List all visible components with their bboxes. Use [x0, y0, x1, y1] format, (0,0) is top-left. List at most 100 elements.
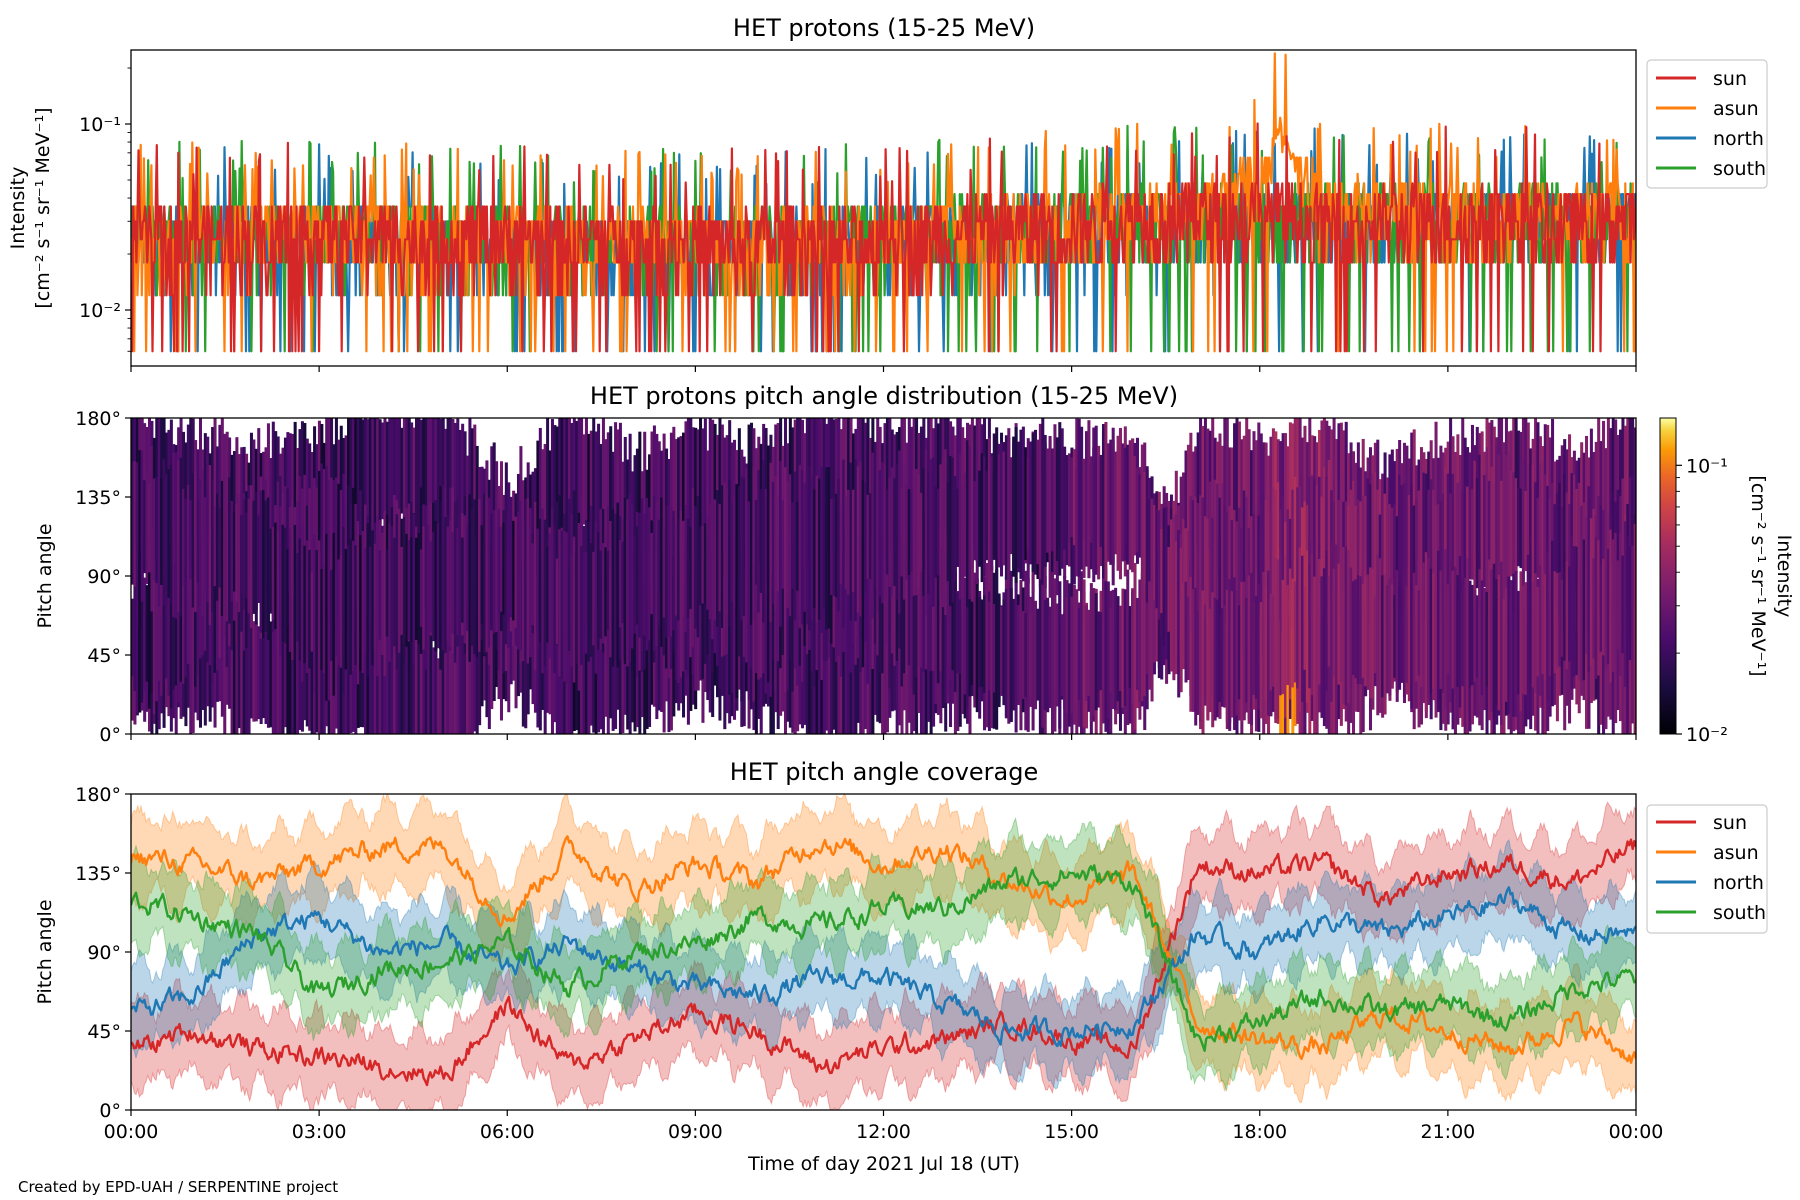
heatmap-cell — [1354, 505, 1358, 594]
heatmap-cell — [1390, 507, 1394, 607]
heatmap-cell — [575, 420, 579, 528]
heatmap-cell — [1157, 510, 1161, 620]
heatmap-cell — [1344, 421, 1348, 580]
heatmap-cell — [786, 533, 790, 691]
heatmap-cell — [463, 431, 467, 553]
heatmap-cell — [1072, 449, 1076, 546]
heatmap-cell — [1036, 609, 1040, 701]
heatmap-cell — [919, 492, 923, 572]
heatmap-cell — [1017, 441, 1021, 568]
heatmap-cell — [628, 494, 632, 663]
heatmap-cell — [1410, 485, 1414, 618]
heatmap-cell — [966, 565, 970, 709]
heatmap-cell — [978, 596, 982, 688]
heatmap-cell — [1293, 581, 1297, 683]
heatmap-cell — [1034, 429, 1038, 575]
heatmap-cell — [1165, 506, 1169, 660]
heatmap-cell — [1415, 498, 1419, 602]
heatmap-cell — [254, 622, 258, 722]
heatmap-cell — [614, 614, 618, 729]
heatmap-cell — [898, 450, 902, 614]
heatmap-cell — [177, 460, 181, 612]
heatmap-cell — [1570, 536, 1574, 690]
heatmap-cell — [1349, 489, 1353, 608]
heatmap-cell — [844, 418, 848, 526]
heatmap-cell — [1383, 574, 1387, 700]
panel1-legend-box — [1646, 59, 1768, 189]
heatmap-cell — [1313, 576, 1317, 671]
heatmap-cell — [308, 488, 312, 600]
x-tick-label: 21:00 — [1420, 1121, 1475, 1143]
heatmap-cell — [1288, 568, 1292, 700]
heatmap-cell — [759, 489, 763, 594]
heatmap-cell — [1043, 434, 1047, 567]
heatmap-cell — [689, 527, 693, 610]
heatmap-cell — [1046, 448, 1050, 553]
heatmap-cell — [604, 634, 608, 717]
heatmap-cell — [257, 516, 261, 603]
heatmap-cell — [279, 615, 283, 734]
heatmap-cell — [432, 418, 436, 545]
heatmap-cell — [1507, 451, 1511, 598]
heatmap-cell — [444, 428, 448, 513]
heatmap-cell — [638, 512, 642, 638]
heatmap-cell — [208, 465, 212, 626]
heatmap-cell — [1055, 437, 1059, 562]
heatmap-cell — [584, 623, 588, 734]
heatmap-cell — [643, 431, 647, 589]
heatmap-cell — [611, 508, 615, 667]
heatmap-cell — [837, 478, 841, 612]
heatmap-cell — [1223, 605, 1227, 708]
heatmap-cell — [1101, 578, 1105, 724]
heatmap-cell — [327, 532, 331, 701]
heatmap-cell — [194, 551, 198, 687]
heatmap-cell — [776, 601, 780, 730]
heatmap-cell — [1218, 433, 1222, 549]
heatmap-cell — [155, 560, 159, 702]
heatmap-cell — [1216, 483, 1220, 645]
heatmap-cell — [718, 418, 722, 579]
heatmap-cell — [618, 540, 622, 628]
heatmap-cell — [669, 505, 673, 637]
heatmap-cell — [1301, 437, 1305, 545]
heatmap-cell — [1067, 583, 1072, 727]
heatmap-cell — [1194, 446, 1198, 547]
heatmap-cell — [1560, 579, 1564, 657]
heatmap-cell — [536, 586, 540, 728]
heatmap-cell — [648, 587, 652, 727]
heatmap-cell — [1599, 563, 1603, 652]
heatmap-cell — [1330, 542, 1334, 702]
heatmap-cell — [448, 647, 453, 734]
heatmap-cell — [456, 527, 460, 636]
heatmap-cell — [432, 531, 436, 642]
heatmap-cell — [1347, 453, 1351, 551]
heatmap-cell — [1077, 608, 1081, 701]
heatmap-cell — [339, 425, 343, 540]
heatmap-cell — [1065, 597, 1069, 713]
heatmap-cell — [1492, 483, 1496, 573]
heatmap-cell — [405, 533, 409, 647]
heatmap-cell — [546, 546, 550, 643]
heatmap-cell — [1053, 424, 1057, 575]
heatmap-cell — [538, 588, 542, 731]
heatmap-cell — [847, 611, 851, 734]
heatmap-cell — [660, 592, 664, 713]
heatmap-cell — [1237, 605, 1241, 700]
heatmap-cell — [1417, 590, 1421, 676]
heatmap-cell — [291, 594, 295, 734]
heatmap-cell — [473, 499, 477, 655]
heatmap-cell — [1402, 483, 1406, 624]
heatmap-cell — [249, 623, 253, 719]
heatmap-cell — [572, 646, 576, 732]
heatmap-cell — [771, 573, 775, 660]
heatmap-cell — [861, 479, 865, 597]
heatmap-cell — [601, 418, 605, 577]
x-tick-label: 09:00 — [668, 1121, 723, 1143]
heatmap-cell — [271, 602, 275, 734]
heatmap-cell — [215, 493, 219, 601]
heatmap-cell — [172, 452, 176, 617]
coverage-line-sun — [131, 838, 1636, 1087]
heatmap-cell — [475, 494, 479, 658]
heatmap-cell — [257, 626, 261, 720]
heatmap-cell — [701, 428, 705, 552]
